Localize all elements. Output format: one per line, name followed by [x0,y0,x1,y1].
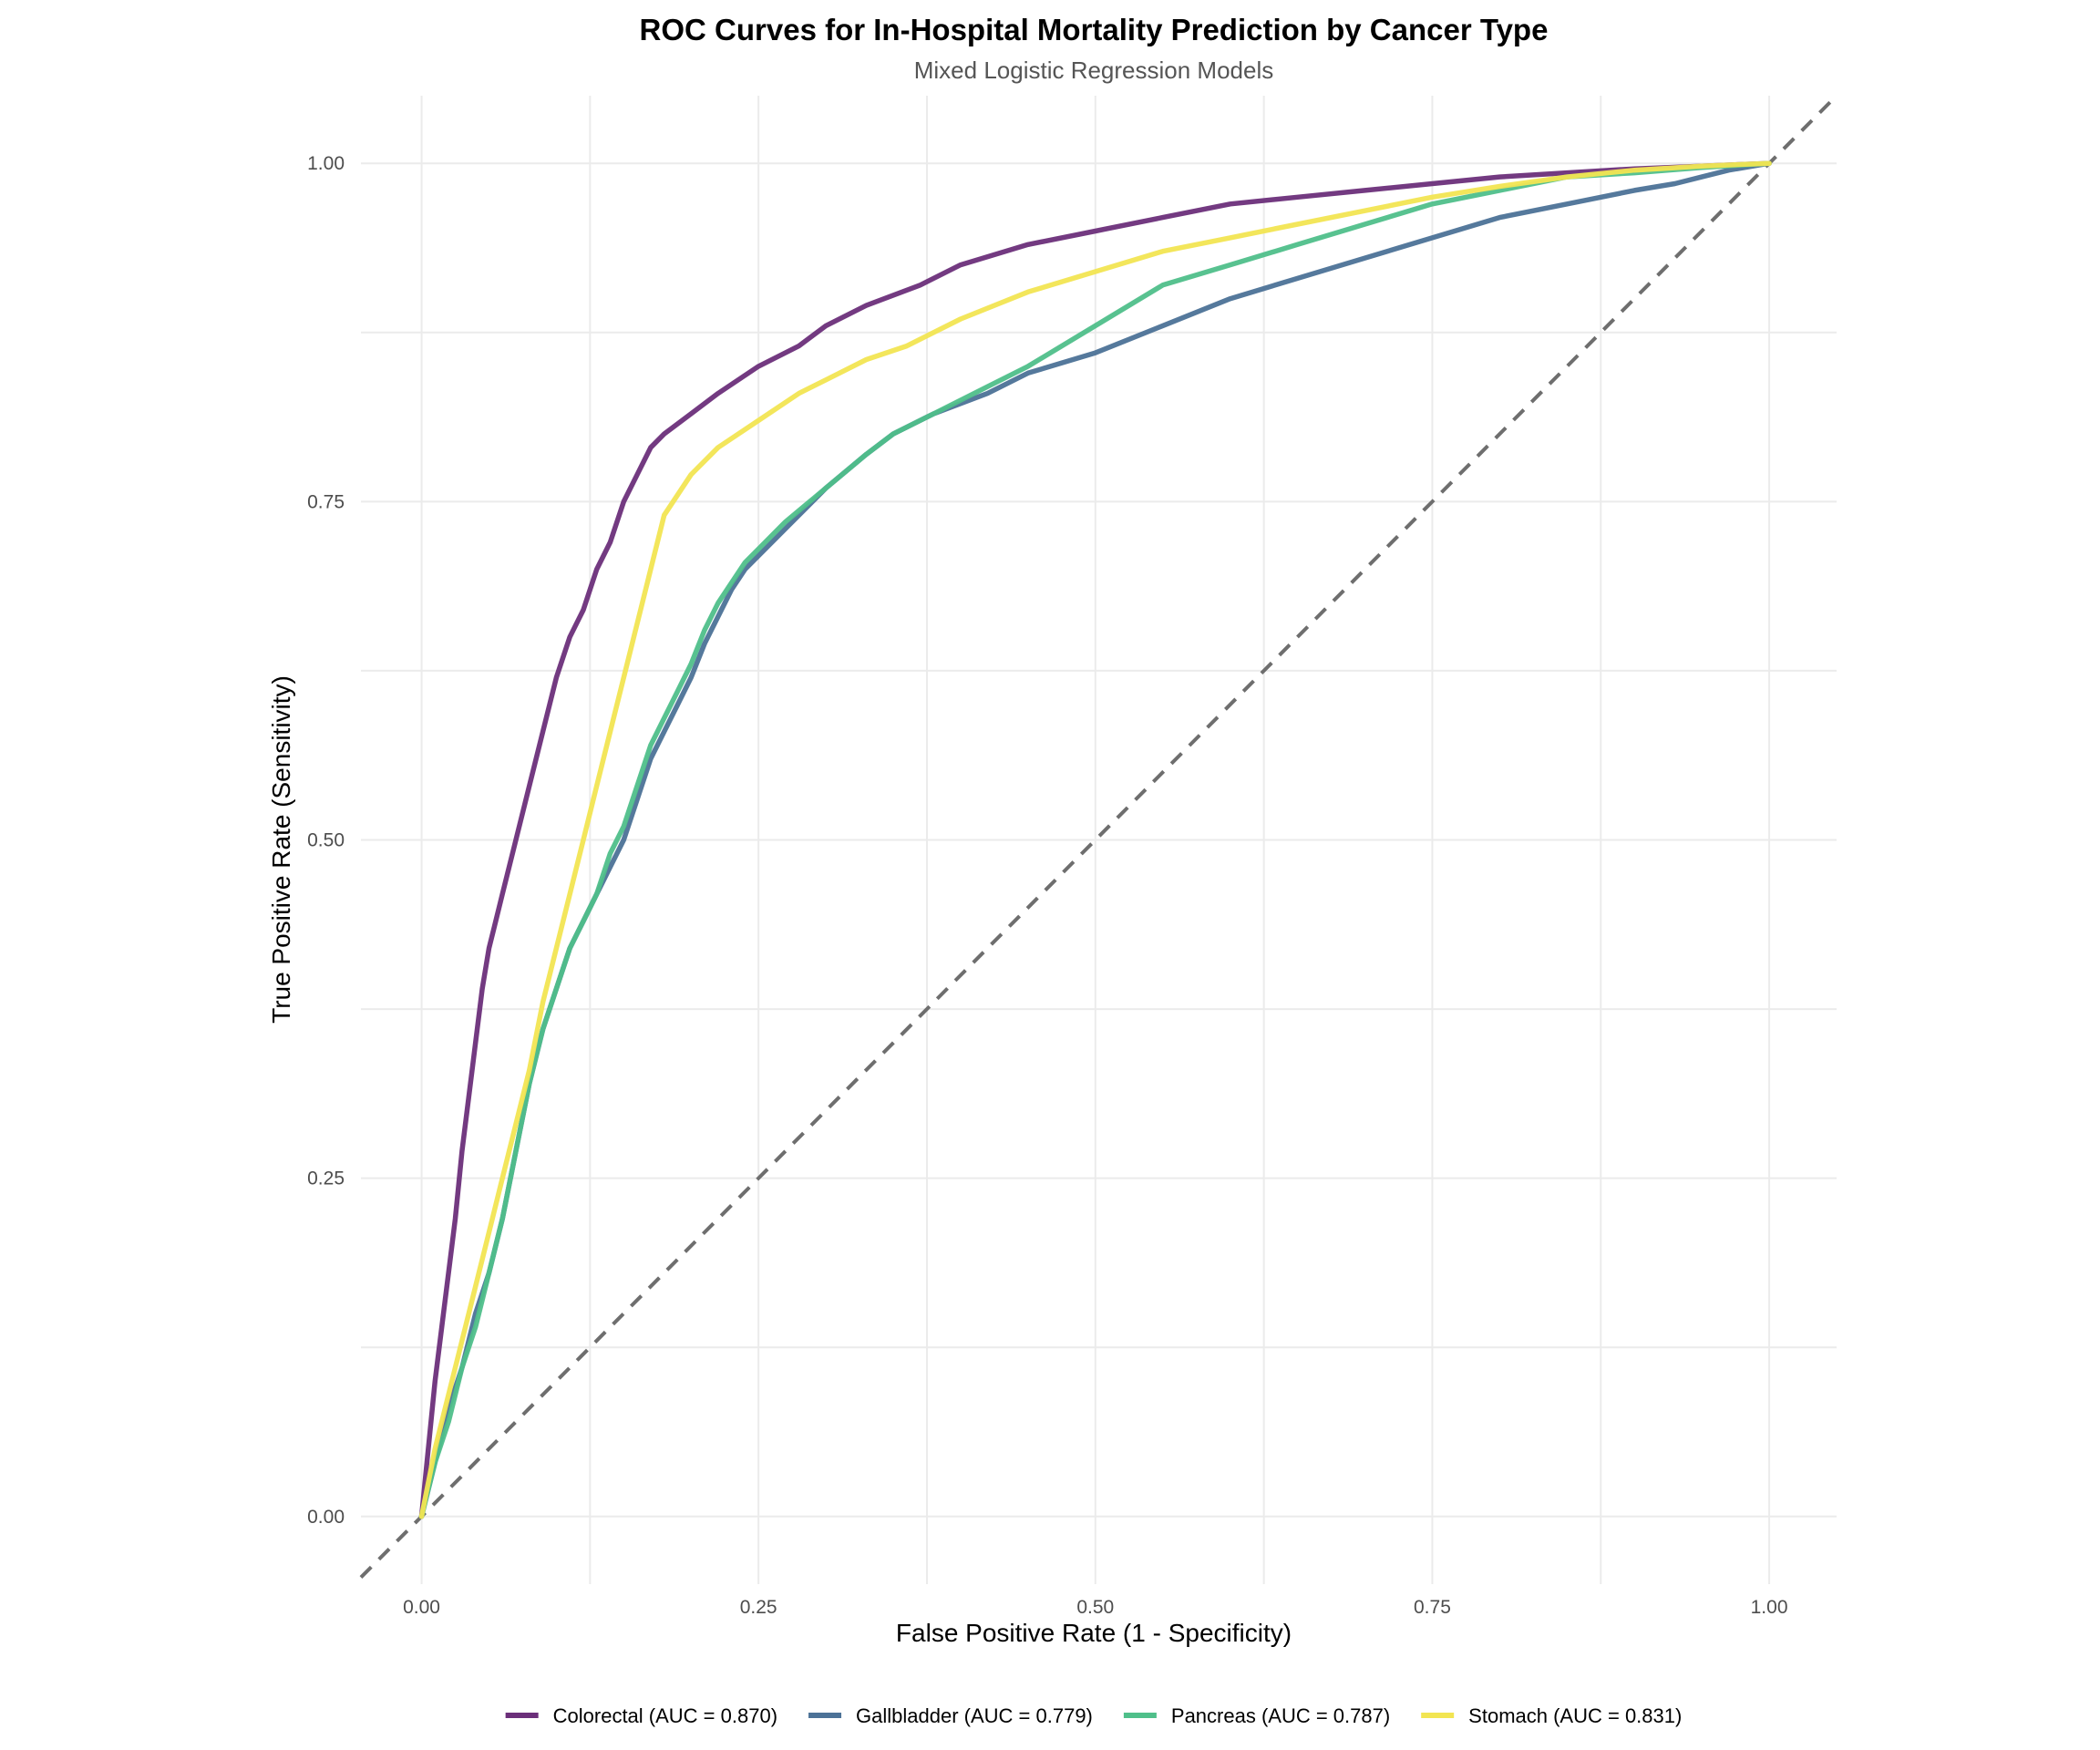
legend-item-3: Stomach (AUC = 0.831) [1421,1704,1682,1727]
y-tick-label: 1.00 [307,153,345,174]
legend-item-0: Colorectal (AUC = 0.870) [505,1704,777,1727]
series-line-0 [418,160,1772,1519]
reference-diagonal [359,94,1838,1579]
y-tick-label: 0.75 [307,491,345,512]
legend-item-1: Gallbladder (AUC = 0.779) [808,1704,1093,1727]
legend-item-2: Pancreas (AUC = 0.787) [1123,1704,1390,1727]
x-tick-label: 0.00 [403,1597,440,1618]
chart-title: ROC Curves for In-Hospital Mortality Pre… [640,13,1549,46]
tick-labels: 0.00 0.25 0.50 0.75 1.00 0.00 0.25 0.50 0.75 1.00 [307,153,1787,1618]
y-tick-label: 0.25 [307,1168,345,1189]
x-tick-label: 1.00 [1751,1597,1788,1618]
legend-label: Gallbladder (AUC = 0.779) [856,1704,1093,1727]
legend-label: Stomach (AUC = 0.831) [1468,1704,1682,1727]
y-axis-title: True Positive Rate (Sensitivity) [267,675,295,1024]
series-line-2 [418,160,1772,1519]
x-tick-label: 0.75 [1414,1597,1451,1618]
chart-subtitle: Mixed Logistic Regression Models [914,57,1274,84]
legend-label: Pancreas (AUC = 0.787) [1171,1704,1390,1727]
x-axis-title: False Positive Rate (1 - Specificity) [896,1619,1292,1647]
y-tick-label: 0.50 [307,830,345,851]
legend-label: Colorectal (AUC = 0.870) [553,1704,777,1727]
series-lines [418,160,1772,1519]
legend: Colorectal (AUC = 0.870) Gallbladder (AUC… [505,1704,1682,1727]
grid-lines [361,96,1837,1584]
series-line-3 [418,160,1772,1519]
x-tick-label: 0.50 [1076,1597,1114,1618]
x-tick-label: 0.25 [740,1597,777,1618]
y-tick-label: 0.00 [307,1507,345,1528]
reference-diagonal-line [359,94,1838,1579]
